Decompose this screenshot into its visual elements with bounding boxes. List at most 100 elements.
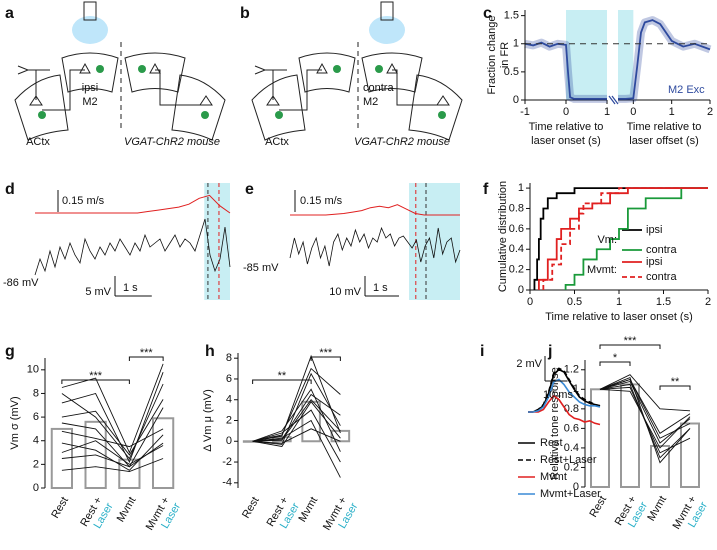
legend-label: Rest bbox=[540, 437, 563, 449]
diagram-a: ipsi M2 ACtx VGAT-ChR2 mouse bbox=[14, 1, 226, 148]
x-axis-label: Time relative to bbox=[627, 121, 702, 133]
axis-break bbox=[608, 95, 619, 105]
y-axis-label: in FR bbox=[499, 42, 511, 68]
x-axis-label: Time relative to laser onset (s) bbox=[545, 311, 693, 323]
mouse-label: VGAT-ChR2 mouse bbox=[124, 136, 220, 148]
cell-line bbox=[252, 401, 341, 447]
y-axis-label: Δ Vm μ (mV) bbox=[202, 389, 214, 452]
bar bbox=[118, 458, 141, 489]
x-axis-label: Time relative to bbox=[529, 121, 604, 133]
legend-label: ipsi bbox=[646, 256, 663, 268]
region-label: ACtx bbox=[26, 136, 50, 148]
baseline-label: -85 mV bbox=[243, 262, 279, 274]
panel-label: b bbox=[240, 5, 250, 22]
significance-label: *** bbox=[89, 370, 103, 382]
projection bbox=[155, 69, 205, 106]
y-tick-label: 8 bbox=[33, 387, 39, 399]
neuron bbox=[79, 62, 91, 74]
x-tick-label: Mvmt bbox=[645, 494, 669, 523]
cell-line bbox=[61, 442, 164, 468]
x-tick-label: 2 bbox=[705, 296, 711, 308]
y-tick-label: 2 bbox=[33, 458, 39, 470]
inhibitory-neuron bbox=[38, 111, 46, 119]
laser-period bbox=[618, 10, 634, 100]
neuron bbox=[436, 95, 450, 106]
cell-line bbox=[61, 363, 164, 454]
legend-label: contra bbox=[646, 271, 677, 283]
cell-line bbox=[252, 354, 341, 442]
cell-line bbox=[599, 378, 691, 439]
x-tick-label: 1 bbox=[616, 296, 622, 308]
series-line bbox=[528, 378, 601, 413]
legend-label: Rest+Laser bbox=[540, 454, 597, 466]
x-tick-label: 1.5 bbox=[656, 296, 671, 308]
y-axis-label: Cumulative distribution bbox=[497, 181, 509, 292]
bar bbox=[650, 444, 670, 489]
y-tick-label: 0 bbox=[226, 435, 232, 447]
actx-module bbox=[14, 74, 69, 141]
cell-line bbox=[252, 367, 341, 442]
x-axis-label: laser onset (s) bbox=[531, 135, 601, 147]
y-tick-label: -4 bbox=[222, 477, 232, 489]
speed-scale-label: 0.15 m/s bbox=[300, 195, 343, 207]
y-tick-label: 6 bbox=[226, 373, 232, 385]
cell-line bbox=[61, 372, 164, 464]
y-tick-label: 0 bbox=[513, 94, 519, 106]
y-tick-label: 4 bbox=[33, 435, 39, 447]
significance-label: *** bbox=[624, 335, 638, 347]
x-tick-label: 0 bbox=[527, 296, 533, 308]
x-tick-label: 1 bbox=[604, 106, 610, 118]
inhibitory-neuron bbox=[201, 111, 209, 119]
y-tick-label: 1 bbox=[518, 182, 524, 194]
cell-line bbox=[599, 383, 691, 459]
neuron bbox=[29, 95, 43, 106]
series-line bbox=[564, 187, 708, 290]
vm-trace bbox=[34, 218, 231, 276]
neuron bbox=[316, 62, 328, 74]
laser-glow bbox=[72, 16, 108, 44]
y-tick-label: 0 bbox=[573, 481, 579, 493]
vm-scale-label: 10 mV bbox=[329, 286, 361, 298]
cell-line bbox=[599, 388, 691, 449]
speed-trace bbox=[290, 204, 460, 216]
inhibitory-neuron bbox=[96, 65, 104, 73]
significance-bracket bbox=[659, 385, 691, 390]
electrode bbox=[17, 65, 50, 100]
cell-line bbox=[61, 407, 164, 468]
y-axis-label: Vm σ (mV) bbox=[9, 396, 21, 449]
cell-line bbox=[252, 409, 341, 463]
significance-label: ** bbox=[278, 370, 287, 382]
cell-line bbox=[252, 398, 341, 442]
legend-label: ipsi bbox=[646, 224, 663, 236]
panel-label: h bbox=[205, 343, 215, 360]
legend-label: Mvmt+Laser bbox=[540, 488, 601, 500]
series-line bbox=[538, 187, 708, 290]
bar bbox=[680, 422, 700, 488]
x-tick-label: Rest bbox=[49, 495, 71, 521]
bar bbox=[152, 417, 175, 490]
series-line bbox=[533, 187, 708, 290]
x-tick-label: Mvmt bbox=[115, 495, 139, 524]
y-tick-label: 0.2 bbox=[564, 461, 579, 473]
significance-label: *** bbox=[319, 347, 333, 359]
bar bbox=[84, 420, 107, 489]
legend-label: contra bbox=[646, 244, 677, 256]
y-tick-label: 0.6 bbox=[564, 422, 579, 434]
legend-label: Mvmt bbox=[540, 471, 567, 483]
y-tick-label: 2 bbox=[226, 414, 232, 426]
cell-line bbox=[61, 458, 164, 472]
series-line bbox=[618, 19, 711, 100]
speed-scale-label: 0.15 m/s bbox=[62, 195, 105, 207]
y-tick-label: 8 bbox=[226, 352, 232, 364]
x-tick-label: 2 bbox=[707, 106, 713, 118]
vm-trace bbox=[289, 226, 461, 267]
panel-label: g bbox=[5, 343, 15, 360]
y-tick-label: 10 bbox=[27, 364, 39, 376]
vm-scale-label: 5 mV bbox=[85, 286, 111, 298]
y-tick-label: 6 bbox=[33, 411, 39, 423]
baseline-label: -86 mV bbox=[3, 277, 39, 289]
fiber bbox=[380, 1, 394, 21]
mouse-label: VGAT-ChR2 mouse bbox=[354, 136, 450, 148]
time-scale-label: 1 s bbox=[123, 282, 138, 294]
